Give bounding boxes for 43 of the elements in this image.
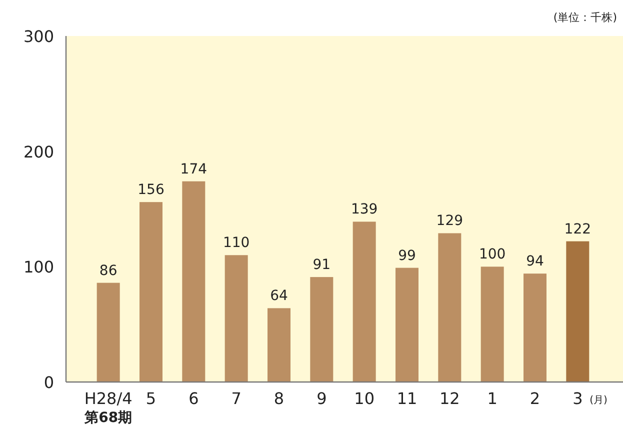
bar bbox=[480, 266, 504, 382]
data-label: 122 bbox=[564, 221, 592, 238]
x-tick-label: 2 bbox=[530, 389, 540, 408]
x-tick-label: 10 bbox=[354, 389, 375, 408]
x-tick-label: 9 bbox=[316, 389, 327, 408]
x-tick-label: 5 bbox=[146, 389, 156, 408]
x-axis-title: (月) bbox=[590, 395, 608, 406]
x-tick-label: 8 bbox=[274, 389, 284, 408]
x-tick-label: 3 bbox=[572, 389, 583, 408]
x-tick-label: H28/4 bbox=[84, 389, 132, 408]
data-label: 156 bbox=[138, 182, 164, 198]
data-label: 100 bbox=[478, 246, 506, 263]
data-label: 86 bbox=[99, 262, 118, 279]
data-label: 94 bbox=[526, 254, 544, 270]
x-tick-label: 12 bbox=[439, 389, 460, 408]
bar bbox=[566, 241, 590, 382]
x-tick-label: 1 bbox=[487, 389, 498, 408]
bar bbox=[438, 233, 462, 382]
bar bbox=[310, 277, 334, 382]
data-label: 139 bbox=[350, 202, 378, 218]
bar bbox=[396, 268, 418, 382]
y-tick-label: 200 bbox=[23, 142, 54, 162]
y-tick-label: 0 bbox=[44, 373, 54, 392]
x-tick-label: 7 bbox=[231, 389, 242, 408]
bar bbox=[352, 222, 376, 382]
data-label: 64 bbox=[270, 288, 288, 304]
x-tick-label: 6 bbox=[188, 389, 199, 408]
bar bbox=[140, 202, 162, 382]
text: 第68期 bbox=[84, 410, 132, 425]
bar bbox=[182, 181, 206, 382]
data-label: 174 bbox=[180, 161, 208, 178]
y-tick-label: 300 bbox=[23, 27, 54, 46]
x-tick-label: 11 bbox=[396, 389, 418, 408]
y-tick-label: 100 bbox=[23, 258, 54, 277]
y-axis-title: (単位：千株) bbox=[553, 11, 617, 24]
data-label: 110 bbox=[222, 235, 250, 252]
bar bbox=[96, 282, 120, 382]
bar bbox=[524, 274, 546, 382]
bar bbox=[224, 255, 248, 382]
data-label: 91 bbox=[312, 257, 331, 274]
bar bbox=[268, 308, 290, 382]
data-label: 129 bbox=[436, 213, 464, 230]
data-label: 99 bbox=[398, 248, 416, 264]
